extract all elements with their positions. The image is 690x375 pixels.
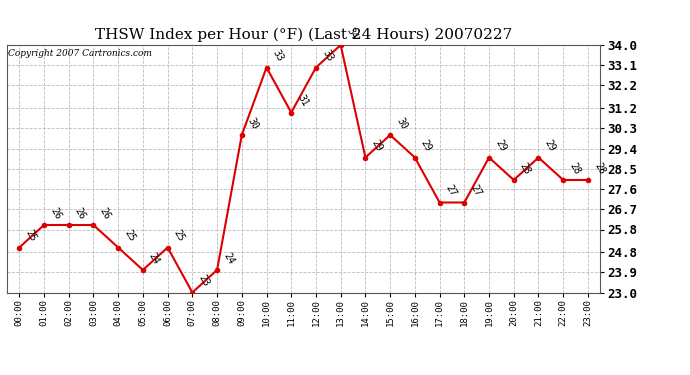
Text: 25: 25 — [23, 228, 38, 243]
Text: 33: 33 — [270, 48, 285, 63]
Text: Copyright 2007 Cartronics.com: Copyright 2007 Cartronics.com — [8, 49, 152, 58]
Text: 29: 29 — [493, 138, 508, 153]
Text: 26: 26 — [97, 206, 112, 221]
Text: 26: 26 — [73, 206, 88, 221]
Text: 33: 33 — [320, 48, 335, 63]
Text: 29: 29 — [370, 138, 384, 153]
Text: 31: 31 — [295, 93, 310, 108]
Text: 30: 30 — [394, 116, 409, 131]
Text: 26: 26 — [48, 206, 63, 221]
Text: 23: 23 — [197, 273, 211, 288]
Text: 29: 29 — [419, 138, 433, 153]
Text: 25: 25 — [172, 228, 186, 243]
Text: 27: 27 — [469, 183, 483, 198]
Text: 28: 28 — [518, 160, 533, 176]
Text: 34: 34 — [345, 26, 359, 41]
Text: 29: 29 — [542, 138, 558, 153]
Text: 27: 27 — [444, 183, 458, 198]
Text: 30: 30 — [246, 116, 261, 131]
Title: THSW Index per Hour (°F) (Last 24 Hours) 20070227: THSW Index per Hour (°F) (Last 24 Hours)… — [95, 28, 512, 42]
Text: 25: 25 — [122, 228, 137, 243]
Text: 28: 28 — [567, 160, 582, 176]
Text: 28: 28 — [592, 160, 607, 176]
Text: 24: 24 — [147, 251, 161, 266]
Text: 24: 24 — [221, 251, 236, 266]
